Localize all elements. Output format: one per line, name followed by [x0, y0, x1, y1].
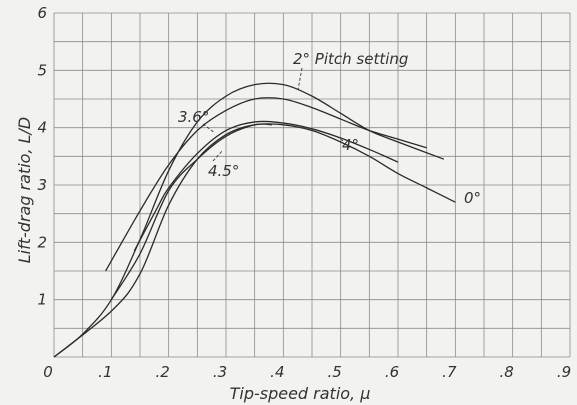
x-tick-labels: 0 .1 .2 .3 .4 .5 .6 .7 .8 .9 — [43, 363, 571, 381]
x-tick-label: .7 — [442, 363, 457, 381]
chart-grid — [53, 12, 571, 358]
series-line-3 — [110, 123, 272, 301]
leader-4deg — [334, 134, 344, 142]
leader-2deg — [297, 67, 303, 91]
x-tick-label: .4 — [270, 363, 284, 381]
y-tick-label: 2 — [37, 233, 47, 251]
annotation-2deg-pitch-setting: 2° Pitch setting — [293, 50, 408, 68]
x-tick-label: .1 — [98, 363, 112, 381]
x-tick-label: .5 — [328, 363, 342, 381]
x-axis-title: Tip-speed ratio, μ — [230, 384, 371, 403]
x-tick-label: .3 — [213, 363, 227, 381]
x-tick-label: .6 — [385, 363, 399, 381]
y-axis-title: Lift-drag ratio, L/D — [15, 117, 34, 264]
series-line-1 — [105, 97, 427, 272]
x-tick-label: .8 — [500, 363, 514, 381]
y-tick-labels: 1 2 3 4 5 6 — [37, 4, 47, 309]
y-tick-label: 1 — [37, 291, 47, 309]
series-line-2 — [133, 120, 399, 252]
annotation-3-6deg: 3.6° — [178, 108, 209, 126]
x-tick-label: .2 — [156, 363, 170, 381]
y-tick-label: 5 — [37, 61, 47, 79]
data-curves — [53, 82, 456, 358]
x-tick-label: .9 — [557, 363, 571, 381]
x-tick-label: 0 — [43, 363, 53, 381]
y-tick-label: 6 — [37, 4, 47, 22]
annotation-4deg: 4° — [342, 136, 359, 154]
y-tick-label: 4 — [37, 119, 47, 137]
series-line-0 — [53, 82, 445, 358]
annotation-4-5deg: 4.5° — [208, 162, 239, 180]
series-line-4 — [53, 123, 456, 358]
leader-4-5deg — [212, 149, 224, 162]
y-tick-label: 3 — [37, 176, 47, 194]
leader-3-6deg — [202, 123, 216, 134]
annotation-0deg: 0° — [464, 189, 481, 207]
